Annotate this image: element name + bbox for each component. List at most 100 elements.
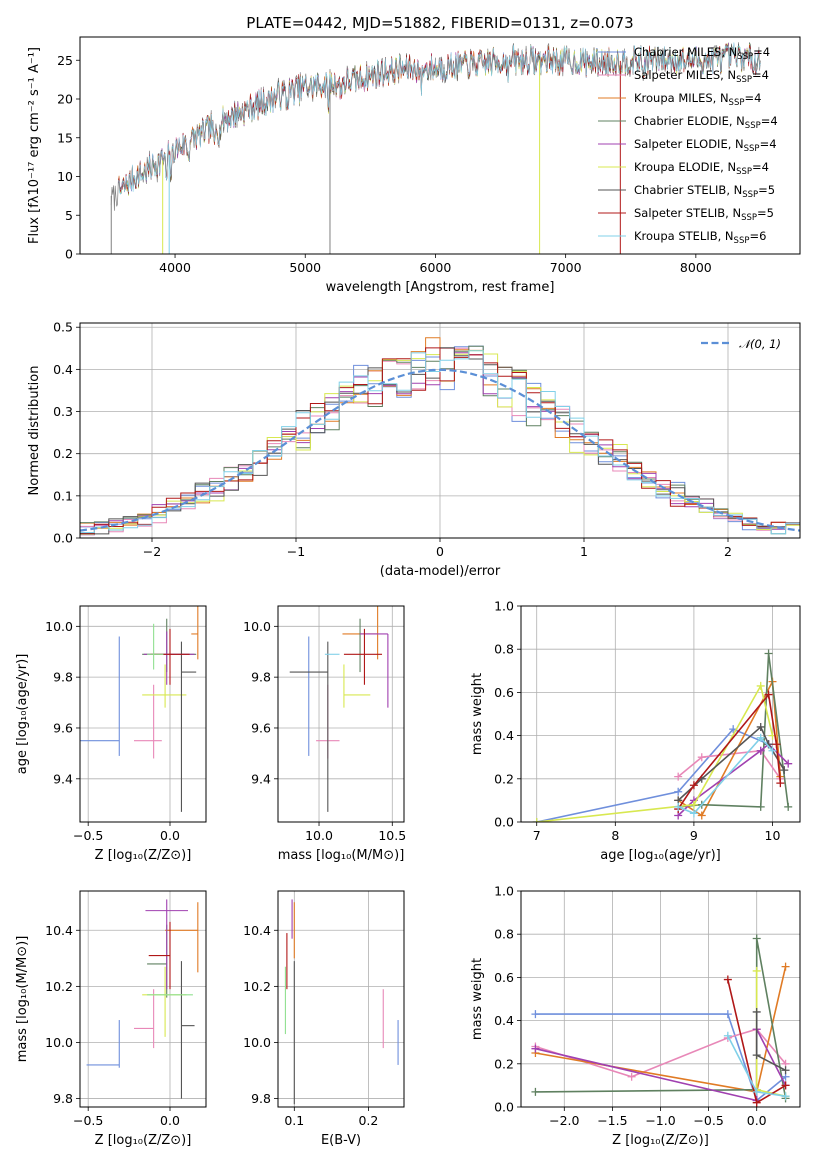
spectrum-panel: 4000 5000 6000 7000 8000 0 5 10 15 20 25 wavelength… xyxy=(27,14,801,295)
series-salpeter-stelib xyxy=(723,975,790,1107)
series-marker xyxy=(752,1007,761,1016)
age-vs-mass-panel: 10.0 10.5 9.4 9.6 9.8 10.0 mass [log₁₀(M/M⊙)] xyxy=(243,605,406,863)
x-tick-label: 0.2 xyxy=(358,1113,378,1128)
point-chabrier-miles xyxy=(86,1020,120,1068)
legend-tail: =5 xyxy=(758,183,775,197)
legend-tail: =4 xyxy=(752,68,769,82)
x-axis-label: wavelength [Angstrom, rest frame] xyxy=(326,280,555,295)
series-marker xyxy=(689,781,698,790)
legend-label: Salpeter ELODIE, N xyxy=(634,137,744,151)
series-marker xyxy=(756,746,765,755)
series-kroupa-stelib xyxy=(723,1031,790,1101)
spectrum-frame xyxy=(79,36,801,255)
x-tick-label: −2.0 xyxy=(549,1113,579,1128)
series-kroupa-elodie xyxy=(532,681,777,822)
y-axis-label: Flux [fλ10⁻¹⁷ erg cm⁻² s⁻¹ A⁻¹] xyxy=(27,47,42,244)
y-tick-label: 0.1 xyxy=(53,488,73,503)
point-chabrier-stelib xyxy=(180,961,195,1099)
y-tick-label: 10.2 xyxy=(45,979,73,994)
y-tick-label: 0.8 xyxy=(494,642,514,657)
y-tick-label: 1.0 xyxy=(494,884,514,899)
series-marker xyxy=(780,766,789,775)
y-tick-label: 0.3 xyxy=(53,404,73,419)
weight-vs-age-panel: 7 8 9 10 0.0 0.2 0.4 0.6 0.8 1.0 age [log₁₀(age/yr… xyxy=(470,599,801,863)
x-tick-label: 2 xyxy=(724,544,732,559)
spectrum-kroupa-stelib-line xyxy=(118,42,761,195)
series-marker xyxy=(768,746,777,755)
point-salpeter-miles xyxy=(134,989,155,1049)
point-chabrier-miles xyxy=(80,636,120,756)
y-tick-label: 10.0 xyxy=(243,1035,271,1050)
x-tick-label: 0.0 xyxy=(747,1113,767,1128)
legend-label: Chabrier MILES, N xyxy=(634,45,737,59)
x-tick-label: −0.5 xyxy=(73,828,103,843)
legend-subscript: SSP xyxy=(736,75,752,85)
legend-label: Kroupa MILES, N xyxy=(634,91,729,105)
y-tick-label: 9.8 xyxy=(53,1091,73,1106)
x-tick-label: 10 xyxy=(765,828,781,843)
series-kroupa-stelib xyxy=(674,733,777,818)
y-tick-label: 0.8 xyxy=(494,927,514,942)
x-tick-label: −1.5 xyxy=(597,1113,627,1128)
mass_vs_ebv-frame xyxy=(277,890,405,1108)
legend-tail: =4 xyxy=(760,137,777,151)
x-tick-label: 0 xyxy=(436,544,444,559)
x-tick-label: 7 xyxy=(533,828,541,843)
series-marker xyxy=(531,1044,540,1053)
y-tick-label: 9.8 xyxy=(53,670,73,685)
x-tick-label: −1.0 xyxy=(645,1113,675,1128)
x-tick-label: 8 xyxy=(611,828,619,843)
legend-label: Salpeter STELIB, N xyxy=(634,206,741,220)
age-vs-metallicity-panel: −0.5 0.0 9.4 9.6 9.8 10.0 Z [log₁₀(Z/Z⊙)] age [… xyxy=(15,605,207,863)
x-axis-label: Z [log₁₀(Z/Z⊙)] xyxy=(95,848,192,863)
series-marker xyxy=(531,1010,540,1019)
y-tick-label: 20 xyxy=(57,92,73,107)
legend-subscript: SSP xyxy=(741,213,757,223)
x-axis-label: Z [log₁₀(Z/Z⊙)] xyxy=(95,1133,192,1148)
point-salpeter-miles xyxy=(134,684,162,759)
series-marker xyxy=(723,1010,732,1019)
x-tick-label: 9 xyxy=(690,828,698,843)
legend-label: Chabrier ELODIE, N xyxy=(634,114,745,128)
legend-label: Kroupa STELIB, N xyxy=(634,229,734,243)
point-salpeter-stelib xyxy=(150,628,190,685)
y-tick-label: 10.0 xyxy=(243,619,271,634)
legend-entry: Kroupa ELODIE, NSSP=4 xyxy=(634,160,769,177)
series-kroupa-miles xyxy=(674,677,785,820)
normal-curve-line xyxy=(79,368,801,532)
legend-label-normal: 𝒩(0, 1) xyxy=(739,337,781,351)
x-tick-label: 8000 xyxy=(680,260,712,275)
y-tick-label: 25 xyxy=(57,53,73,68)
series-marker xyxy=(532,818,541,822)
mass_vs_z-frame xyxy=(79,890,207,1108)
legend-subscript: SSP xyxy=(744,144,760,154)
y-axis-label: Normed distribution xyxy=(27,366,42,496)
x-tick-label: −0.5 xyxy=(73,1113,103,1128)
point-chabrier-stelib xyxy=(180,641,197,812)
point-chabrier-stelib xyxy=(289,641,329,812)
legend-tail: =4 xyxy=(761,114,778,128)
x-tick-label: 4000 xyxy=(159,260,191,275)
legend-subscript: SSP xyxy=(729,98,745,108)
y-tick-label: 10.0 xyxy=(45,1035,73,1050)
residual-histogram-panel: −2 −1 0 1 2 0.0 0.1 0.2 0.3 0.4 0.5 (data-model)/er… xyxy=(27,320,801,579)
series-marker xyxy=(627,1072,636,1081)
age_vs_z-frame xyxy=(79,605,207,823)
legend-subscript: SSP xyxy=(734,236,750,246)
x-tick-label: −0.5 xyxy=(693,1113,723,1128)
legend-label: Kroupa ELODIE, N xyxy=(634,160,736,174)
x-tick-label: 0.0 xyxy=(160,828,180,843)
weight_vs_age-frame xyxy=(520,605,801,823)
y-tick-label: 9.6 xyxy=(53,720,73,735)
y-tick-label: 9.8 xyxy=(251,1091,271,1106)
y-tick-label: 9.8 xyxy=(251,670,271,685)
series-marker xyxy=(756,681,765,690)
y-tick-label: 0.0 xyxy=(494,815,514,830)
y-tick-label: 0.5 xyxy=(53,320,73,335)
x-tick-label: 0.1 xyxy=(284,1113,304,1128)
y-axis-label: mass weight xyxy=(470,673,485,755)
series-line xyxy=(535,1013,787,1102)
y-tick-label: 0.0 xyxy=(53,531,73,546)
legend-entry: Kroupa MILES, NSSP=4 xyxy=(634,91,761,108)
x-tick-label: 0.0 xyxy=(160,1113,180,1128)
